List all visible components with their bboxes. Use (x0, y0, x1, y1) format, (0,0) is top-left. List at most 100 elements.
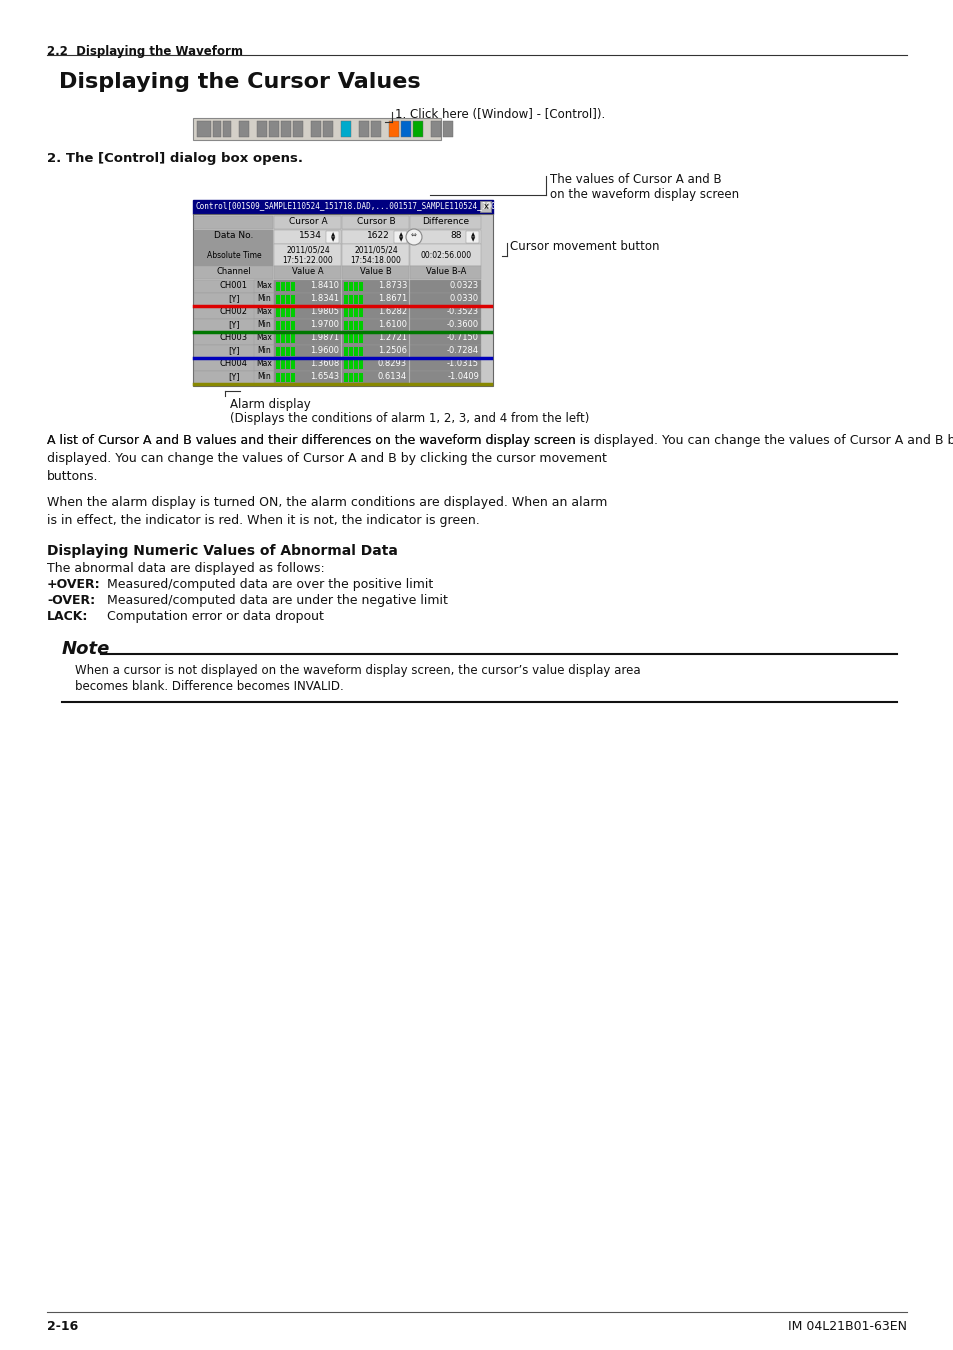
FancyBboxPatch shape (410, 332, 480, 346)
FancyBboxPatch shape (275, 347, 280, 356)
FancyBboxPatch shape (286, 360, 290, 369)
Text: 1.8410: 1.8410 (310, 281, 338, 290)
FancyBboxPatch shape (358, 373, 363, 382)
FancyBboxPatch shape (193, 306, 273, 319)
Text: -0.3600: -0.3600 (446, 320, 478, 329)
Text: x: x (483, 202, 488, 211)
FancyBboxPatch shape (274, 332, 340, 346)
FancyBboxPatch shape (479, 201, 491, 212)
Text: The abnormal data are displayed as follows:: The abnormal data are displayed as follo… (47, 562, 324, 575)
FancyBboxPatch shape (193, 358, 273, 371)
FancyBboxPatch shape (193, 266, 273, 279)
FancyBboxPatch shape (410, 371, 480, 383)
Text: A list of Cursor A and B values and their differences on the waveform display sc: A list of Cursor A and B values and thei… (47, 433, 953, 447)
FancyBboxPatch shape (344, 308, 348, 317)
FancyBboxPatch shape (291, 308, 294, 317)
FancyBboxPatch shape (354, 333, 357, 343)
FancyBboxPatch shape (349, 360, 353, 369)
Text: Max: Max (255, 281, 272, 290)
FancyBboxPatch shape (349, 333, 353, 343)
FancyBboxPatch shape (281, 333, 285, 343)
FancyBboxPatch shape (274, 306, 340, 319)
FancyBboxPatch shape (354, 373, 357, 382)
FancyBboxPatch shape (223, 122, 231, 136)
Text: Computation error or data dropout: Computation error or data dropout (107, 610, 323, 622)
FancyBboxPatch shape (326, 231, 338, 243)
Text: 1.8733: 1.8733 (377, 281, 407, 290)
FancyBboxPatch shape (323, 122, 333, 136)
FancyBboxPatch shape (354, 308, 357, 317)
FancyBboxPatch shape (349, 282, 353, 292)
FancyBboxPatch shape (275, 308, 280, 317)
FancyBboxPatch shape (349, 347, 353, 356)
FancyBboxPatch shape (410, 346, 480, 358)
FancyBboxPatch shape (410, 230, 480, 244)
FancyBboxPatch shape (281, 308, 285, 317)
FancyBboxPatch shape (274, 371, 340, 383)
Text: CH001: CH001 (220, 281, 248, 290)
FancyBboxPatch shape (291, 373, 294, 382)
FancyBboxPatch shape (410, 216, 480, 230)
Text: Data No.: Data No. (214, 231, 253, 240)
FancyBboxPatch shape (341, 244, 409, 266)
FancyBboxPatch shape (358, 308, 363, 317)
FancyBboxPatch shape (281, 122, 291, 136)
Text: becomes blank. Difference becomes INVALID.: becomes blank. Difference becomes INVALI… (75, 680, 343, 693)
FancyBboxPatch shape (193, 332, 273, 346)
FancyBboxPatch shape (281, 347, 285, 356)
FancyBboxPatch shape (354, 282, 357, 292)
Text: (Displays the conditions of alarm 1, 2, 3, and 4 from the left): (Displays the conditions of alarm 1, 2, … (230, 412, 589, 425)
FancyBboxPatch shape (341, 306, 409, 319)
FancyBboxPatch shape (253, 358, 274, 371)
FancyBboxPatch shape (413, 122, 422, 136)
FancyBboxPatch shape (442, 122, 453, 136)
FancyBboxPatch shape (341, 319, 409, 332)
FancyBboxPatch shape (274, 266, 340, 279)
FancyBboxPatch shape (193, 346, 273, 358)
Text: Displaying Numeric Values of Abnormal Data: Displaying Numeric Values of Abnormal Da… (47, 544, 397, 558)
Text: ▲: ▲ (331, 232, 335, 238)
Text: Note: Note (62, 640, 111, 657)
FancyBboxPatch shape (410, 306, 480, 319)
FancyBboxPatch shape (354, 360, 357, 369)
FancyBboxPatch shape (274, 293, 340, 306)
FancyBboxPatch shape (281, 373, 285, 382)
FancyBboxPatch shape (293, 122, 303, 136)
FancyBboxPatch shape (291, 282, 294, 292)
Text: [Y]: [Y] (228, 346, 239, 355)
Text: Min: Min (257, 346, 271, 355)
Text: 1622: 1622 (367, 231, 390, 240)
FancyBboxPatch shape (253, 293, 274, 306)
FancyBboxPatch shape (253, 279, 274, 293)
FancyBboxPatch shape (431, 122, 440, 136)
FancyBboxPatch shape (311, 122, 320, 136)
Text: buttons.: buttons. (47, 470, 98, 483)
FancyBboxPatch shape (193, 371, 273, 383)
FancyBboxPatch shape (286, 308, 290, 317)
FancyBboxPatch shape (341, 358, 409, 371)
FancyBboxPatch shape (410, 293, 480, 306)
Text: CH002: CH002 (220, 306, 248, 316)
FancyBboxPatch shape (286, 282, 290, 292)
FancyBboxPatch shape (341, 216, 409, 230)
FancyBboxPatch shape (193, 279, 273, 293)
Circle shape (406, 230, 421, 244)
FancyBboxPatch shape (358, 296, 363, 304)
Text: -1.0409: -1.0409 (447, 373, 478, 381)
Text: -0.3523: -0.3523 (446, 306, 478, 316)
Text: Cursor movement button: Cursor movement button (510, 240, 659, 252)
Text: Min: Min (257, 373, 271, 381)
Text: A list of Cursor A and B values and their differences on the waveform display sc: A list of Cursor A and B values and thei… (47, 433, 589, 447)
Text: ▼: ▼ (471, 238, 475, 242)
Text: ▼: ▼ (398, 238, 403, 242)
Text: ⇔: ⇔ (411, 234, 416, 239)
FancyBboxPatch shape (344, 373, 348, 382)
Text: ▲: ▲ (471, 232, 475, 238)
Text: 1.9805: 1.9805 (310, 306, 338, 316)
FancyBboxPatch shape (291, 333, 294, 343)
FancyBboxPatch shape (193, 244, 273, 266)
Text: -OVER:: -OVER: (47, 594, 95, 608)
FancyBboxPatch shape (274, 279, 340, 293)
Text: 0.6134: 0.6134 (377, 373, 407, 381)
Text: LACK:: LACK: (47, 610, 89, 622)
